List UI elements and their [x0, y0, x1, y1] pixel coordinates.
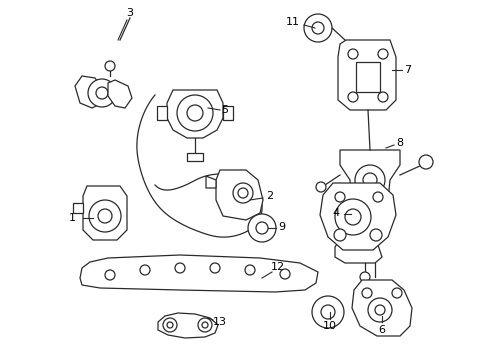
Circle shape [247, 214, 275, 242]
Circle shape [377, 49, 387, 59]
Circle shape [347, 92, 357, 102]
Circle shape [202, 322, 207, 328]
Circle shape [256, 222, 267, 234]
Circle shape [105, 270, 115, 280]
Circle shape [311, 296, 343, 328]
Circle shape [177, 95, 213, 131]
Circle shape [377, 92, 387, 102]
Circle shape [418, 155, 432, 169]
Circle shape [244, 265, 254, 275]
Polygon shape [83, 186, 127, 240]
Circle shape [372, 192, 382, 202]
Circle shape [89, 200, 121, 232]
Circle shape [304, 14, 331, 42]
Circle shape [391, 288, 401, 298]
Circle shape [186, 105, 203, 121]
Circle shape [345, 209, 360, 225]
Polygon shape [157, 106, 167, 120]
Circle shape [333, 229, 346, 241]
Circle shape [209, 263, 220, 273]
Circle shape [96, 87, 108, 99]
Polygon shape [319, 183, 395, 250]
Circle shape [334, 192, 345, 202]
Text: 12: 12 [270, 262, 285, 272]
Circle shape [367, 298, 391, 322]
Polygon shape [158, 313, 218, 338]
Polygon shape [223, 106, 232, 120]
Circle shape [280, 269, 289, 279]
Circle shape [334, 199, 370, 235]
Polygon shape [334, 225, 381, 263]
Polygon shape [167, 90, 223, 138]
Circle shape [354, 165, 384, 195]
Circle shape [88, 79, 116, 107]
Text: 10: 10 [323, 321, 336, 331]
Polygon shape [75, 76, 102, 108]
Polygon shape [108, 80, 132, 108]
Circle shape [369, 229, 381, 241]
Circle shape [238, 188, 247, 198]
Text: 1: 1 [68, 213, 75, 223]
Text: 9: 9 [278, 222, 285, 232]
Polygon shape [216, 170, 263, 220]
Circle shape [163, 318, 177, 332]
Circle shape [232, 183, 252, 203]
Circle shape [374, 305, 384, 315]
Circle shape [359, 272, 369, 282]
Circle shape [175, 263, 184, 273]
Polygon shape [351, 280, 411, 336]
Text: 6: 6 [378, 325, 385, 335]
Circle shape [311, 22, 324, 34]
Circle shape [315, 182, 325, 192]
Bar [355, 62, 379, 92]
Text: 3: 3 [126, 8, 133, 18]
Circle shape [362, 173, 376, 187]
Polygon shape [205, 176, 216, 188]
Text: 2: 2 [266, 191, 273, 201]
Circle shape [167, 322, 173, 328]
Circle shape [361, 288, 371, 298]
Text: 8: 8 [396, 138, 403, 148]
Circle shape [320, 305, 334, 319]
Circle shape [198, 318, 212, 332]
Circle shape [105, 61, 115, 71]
Text: 4: 4 [332, 208, 339, 218]
Text: 11: 11 [285, 17, 299, 27]
Polygon shape [73, 203, 83, 213]
Bar [186, 153, 203, 161]
Circle shape [98, 209, 112, 223]
Text: 7: 7 [404, 65, 411, 75]
Circle shape [140, 265, 150, 275]
Polygon shape [339, 150, 399, 237]
Text: 13: 13 [213, 317, 226, 327]
Polygon shape [337, 40, 395, 110]
Circle shape [347, 49, 357, 59]
Text: 5: 5 [221, 105, 228, 115]
Polygon shape [80, 255, 317, 292]
